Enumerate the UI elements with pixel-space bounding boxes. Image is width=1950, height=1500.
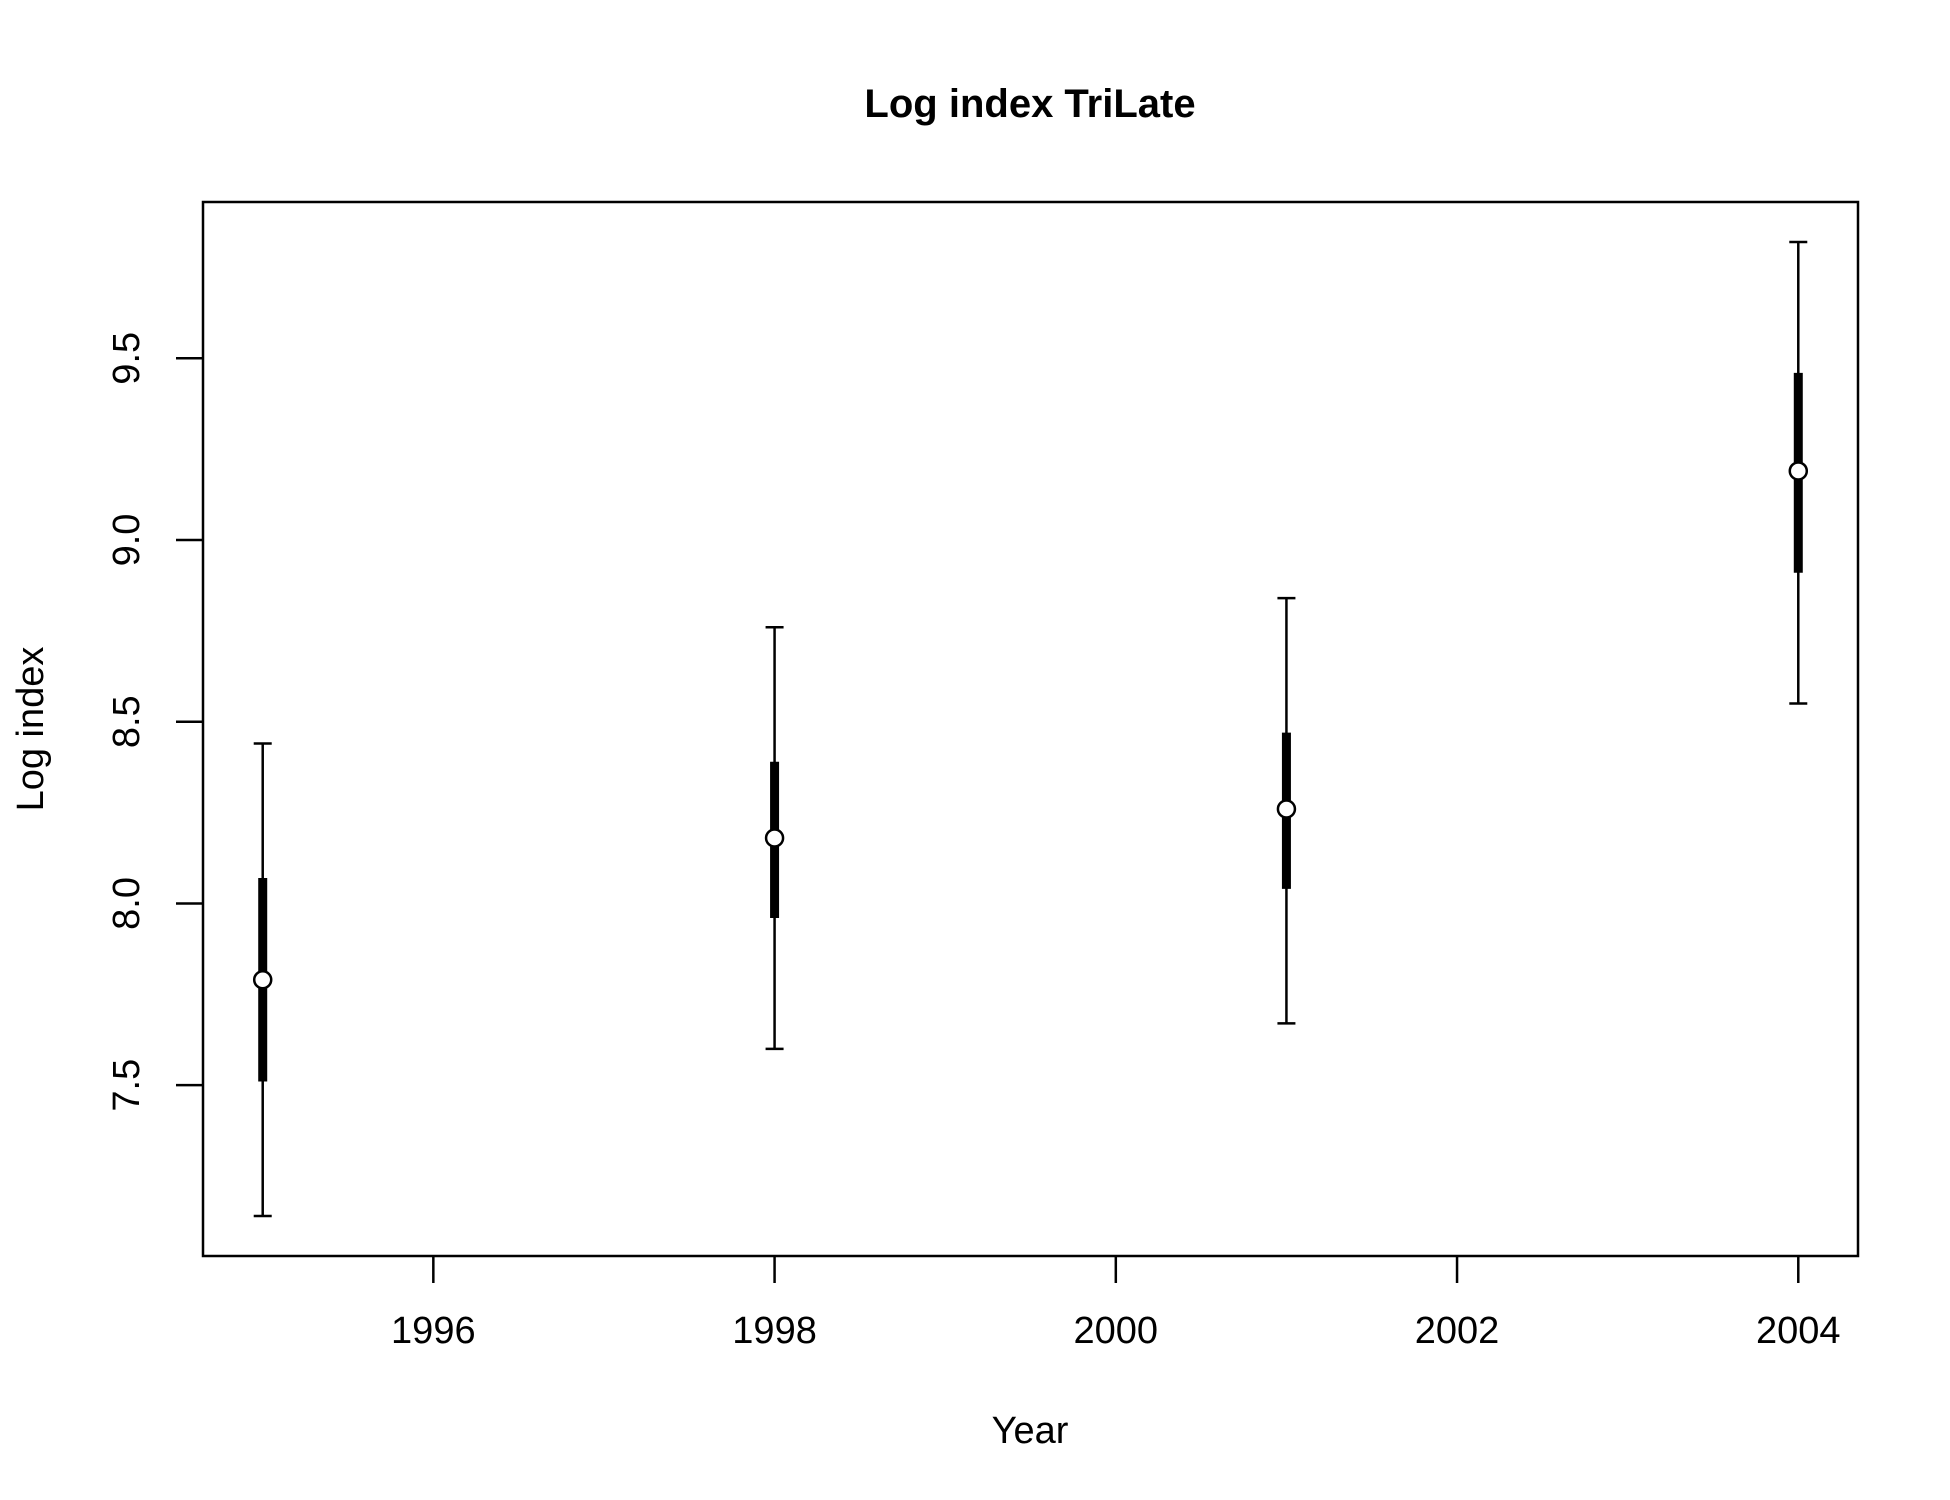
data-point-group [1788, 240, 1809, 705]
y-tick-label: 9.0 [106, 514, 148, 567]
x-tick-label: 2002 [1415, 1310, 1500, 1352]
x-axis-label: Year [992, 1410, 1069, 1452]
data-point [252, 970, 273, 990]
x-tick-label: 1998 [732, 1310, 817, 1352]
data-series [252, 240, 1809, 1218]
data-point [1276, 799, 1297, 819]
x-axis: 1996 1998 2000 2002 2004 [391, 1256, 1841, 1352]
plot-frame [201, 200, 1860, 1258]
data-point-group [1276, 596, 1297, 1025]
y-tick-label: 8.0 [106, 877, 148, 930]
y-tick-label: 8.5 [106, 695, 148, 748]
x-tick-label: 1996 [391, 1310, 476, 1352]
y-axis-label: Log index [10, 647, 52, 812]
x-tick-label: 2004 [1756, 1310, 1841, 1352]
y-tick-label: 9.5 [106, 332, 148, 385]
y-axis: 7.5 8.0 8.5 9.0 9.5 [106, 332, 203, 1112]
y-tick-label: 7.5 [106, 1059, 148, 1112]
chart-title: Log index TriLate [864, 82, 1195, 126]
data-point [764, 828, 785, 848]
data-point-group [252, 742, 273, 1218]
data-point-group [764, 625, 785, 1051]
data-point [1788, 461, 1809, 481]
x-tick-label: 2000 [1074, 1310, 1159, 1352]
